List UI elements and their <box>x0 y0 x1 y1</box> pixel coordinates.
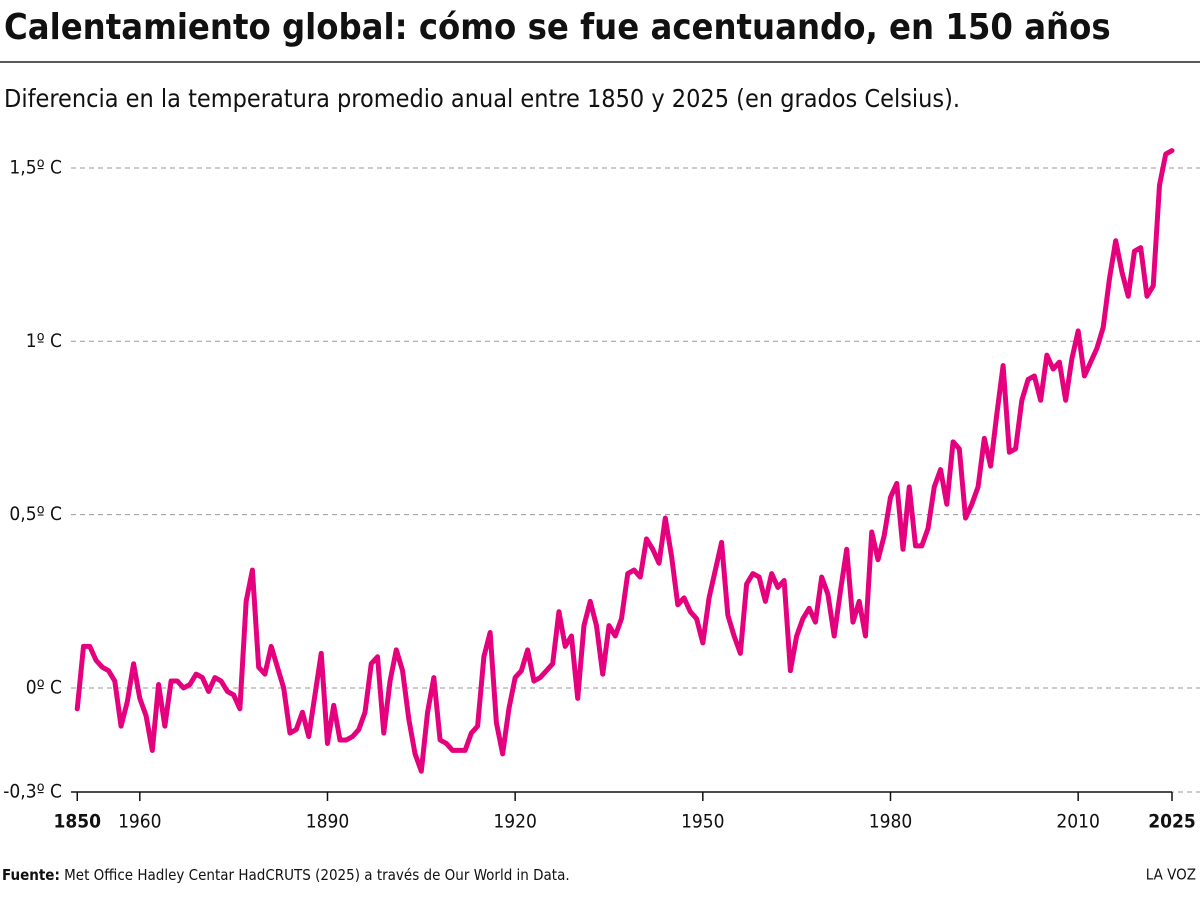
x-tick-label: 1980 <box>869 811 913 833</box>
credit: LA VOZ <box>1146 866 1196 884</box>
chart-subtitle: Diferencia en la temperatura promedio an… <box>4 84 960 113</box>
y-tick-label: 1,5º C <box>9 156 62 178</box>
y-tick-label: 1º C <box>26 330 62 352</box>
y-tick-label: 0,5º C <box>9 503 62 525</box>
y-tick-label: -0,3º C <box>3 781 62 803</box>
source: Fuente: Met Office Hadley Centar HadCRUT… <box>2 866 570 884</box>
source-label: Fuente: <box>2 866 60 884</box>
x-tick-label: 2010 <box>1056 811 1100 833</box>
x-tick-label: 1920 <box>493 811 537 833</box>
data-line <box>74 148 1175 774</box>
x-tick-label: 1950 <box>681 811 725 833</box>
x-tick-label: 2025 <box>1148 811 1196 833</box>
x-tick-label: 1850 <box>53 811 101 833</box>
x-tick-label: 1960 <box>118 811 162 833</box>
source-text: Met Office Hadley Centar HadCRUTS (2025)… <box>64 866 570 884</box>
x-tick-label: 1890 <box>306 811 350 833</box>
y-tick-label: 0º C <box>26 676 62 698</box>
chart-title: Calentamiento global: cómo se fue acentu… <box>4 7 1111 48</box>
